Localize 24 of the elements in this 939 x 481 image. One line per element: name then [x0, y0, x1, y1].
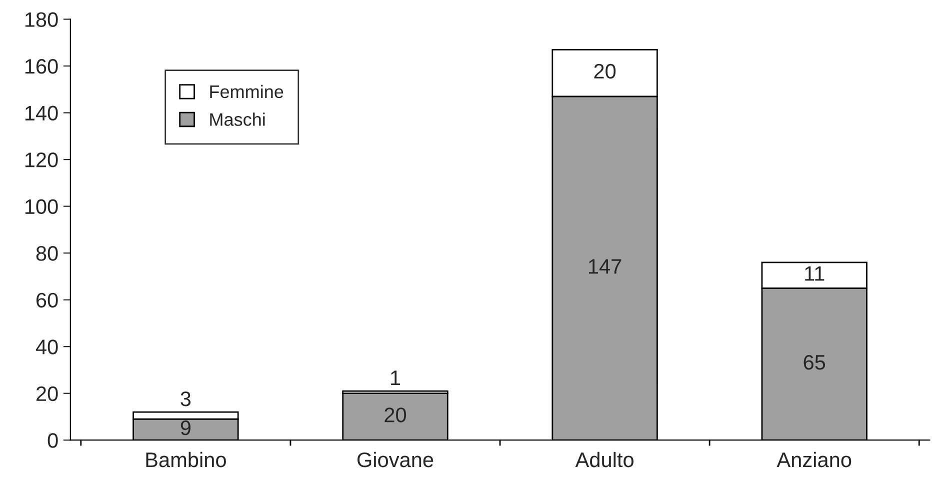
y-tick-label: 180 [25, 12, 58, 27]
legend-label: Maschi [210, 112, 265, 126]
y-tick-label: 100 [25, 199, 58, 214]
y-tick-label: 60 [36, 292, 58, 308]
data-label: 147 [589, 259, 622, 274]
x-tick-label: Bambino [146, 452, 226, 468]
data-label: 20 [594, 64, 616, 79]
x-tick-label: Giovane [357, 452, 434, 468]
data-label: 65 [804, 354, 826, 370]
x-tick-label: Anziano [776, 452, 852, 468]
y-tick-label: 140 [25, 106, 58, 121]
x-tick-label: Adulto [575, 452, 634, 468]
legend-label: Femmine [210, 84, 284, 98]
y-tick-label: 120 [25, 152, 58, 168]
data-label: 20 [384, 408, 406, 422]
y-tick-label: 40 [36, 340, 58, 354]
y-tick-label: 0 [48, 433, 58, 448]
data-label: 11 [805, 266, 824, 281]
data-label: 1 [391, 370, 400, 386]
y-tick-label: 160 [25, 59, 58, 74]
data-label: 3 [180, 392, 191, 406]
data-label: 9 [180, 420, 190, 436]
y-tick-label: 80 [36, 246, 58, 261]
y-tick-label: 20 [36, 386, 58, 402]
